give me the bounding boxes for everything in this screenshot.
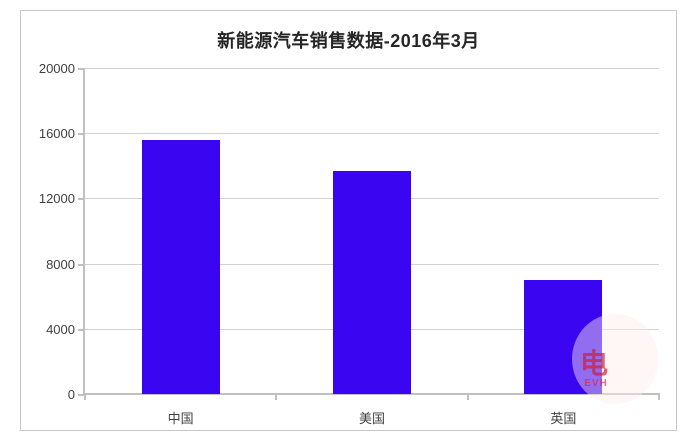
x-axis-line <box>85 393 660 395</box>
y-axis-tick-label: 20000 <box>38 61 75 76</box>
y-axis-line <box>83 68 85 395</box>
y-axis-tick <box>78 394 85 396</box>
y-axis-tick <box>78 198 85 201</box>
chart-frame: 新能源汽车销售数据-2016年3月 0 4000 8000 12000 16000 200… <box>20 10 677 431</box>
y-axis-tick-label: 16000 <box>38 126 75 142</box>
y-axis-tick-label: 12000 <box>38 191 75 207</box>
y-axis-tick <box>78 133 85 136</box>
x-axis-category-label: 英国 <box>550 411 577 426</box>
chart-title: 新能源汽车销售数据-2016年3月 <box>217 31 480 51</box>
bar-3 <box>524 279 603 394</box>
y-axis-tick-label: 4000 <box>46 321 75 337</box>
y-axis-tick-label: 0 <box>67 387 75 402</box>
gridline <box>85 68 659 69</box>
bar-1 <box>141 139 220 394</box>
gridline <box>85 133 659 135</box>
y-axis-tick <box>78 328 85 331</box>
x-axis-category-label: 美国 <box>358 411 385 426</box>
bar-2 <box>333 170 411 394</box>
x-axis-tick <box>275 395 278 400</box>
x-axis-tick <box>658 395 660 400</box>
x-axis-tick <box>466 395 469 400</box>
y-axis-tick-label: 8000 <box>46 256 75 272</box>
y-axis-tick <box>78 68 85 70</box>
y-axis-tick <box>78 263 85 266</box>
x-axis-tick <box>84 395 86 400</box>
x-axis-category-label: 中国 <box>167 411 194 426</box>
plot-area <box>85 68 659 394</box>
